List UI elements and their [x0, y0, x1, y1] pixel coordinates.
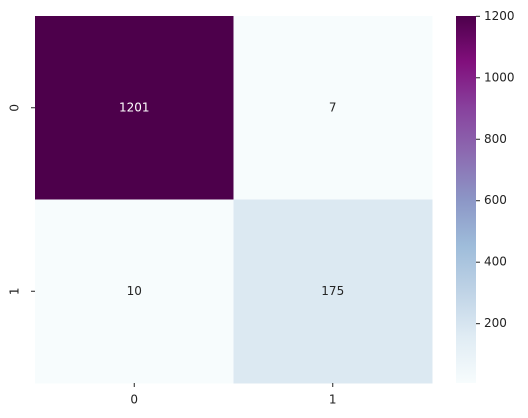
cell-label: 1201	[119, 100, 150, 114]
cell-label: 10	[127, 284, 142, 298]
cell	[233, 16, 433, 200]
colorbar-tick-label: 600	[484, 193, 507, 207]
colorbar-tick-label: 800	[484, 132, 507, 146]
cell	[35, 199, 234, 384]
colorbar-tick-label: 1000	[484, 70, 515, 84]
cell	[35, 16, 234, 200]
colorbar-tick-label: 1200	[484, 9, 515, 23]
cell-label: 175	[321, 284, 344, 298]
x-tick-label: 0	[130, 393, 138, 407]
colorbar-tick-label: 400	[484, 255, 507, 269]
x-tick-label: 1	[329, 393, 337, 407]
y-tick-label: 1	[8, 287, 22, 295]
colorbar-tick-label: 200	[484, 316, 507, 330]
colorbar	[456, 16, 476, 383]
y-tick-label: 0	[8, 104, 22, 112]
cell	[233, 199, 433, 384]
cell-label: 7	[329, 100, 337, 114]
